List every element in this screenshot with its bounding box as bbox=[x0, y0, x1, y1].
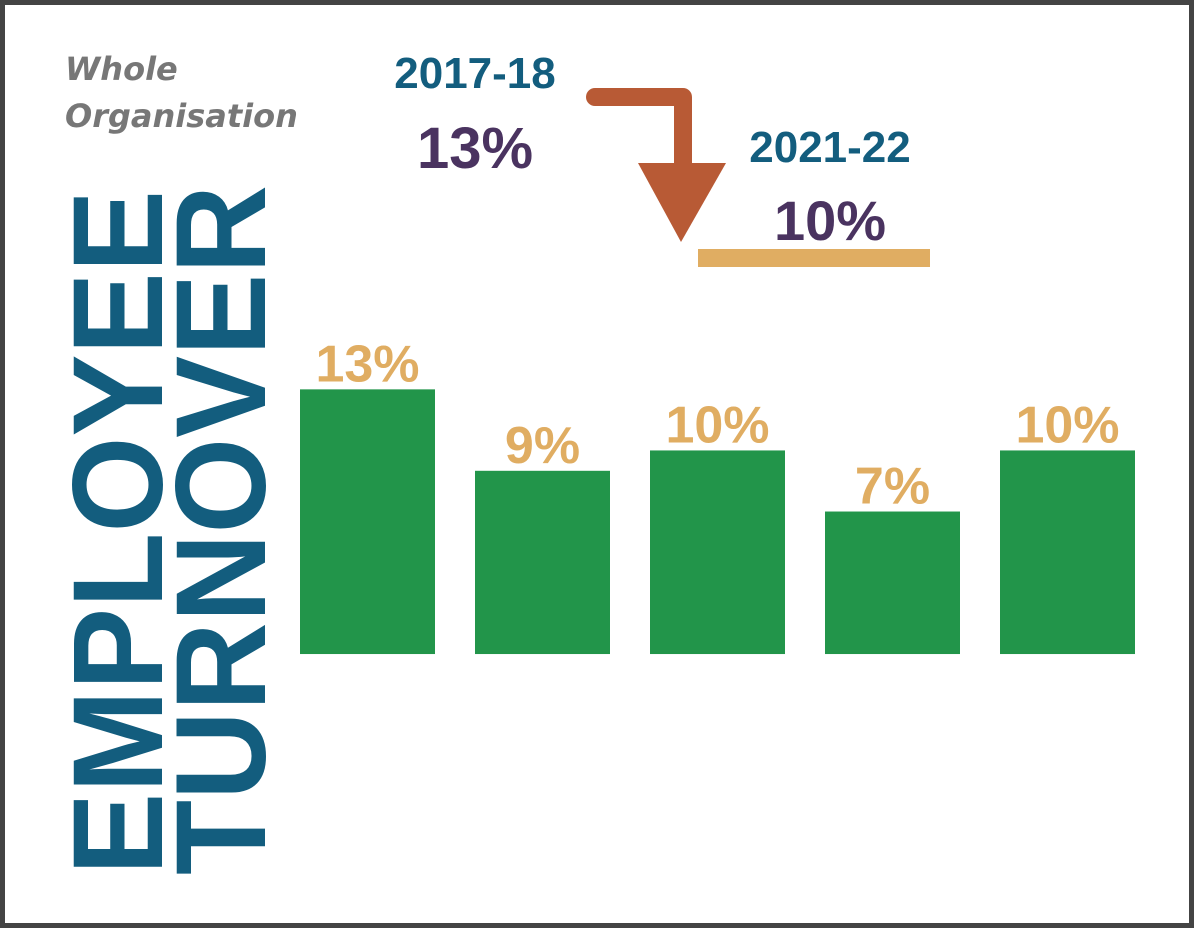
chart-title: TURNOVER bbox=[150, 185, 293, 875]
underline bbox=[698, 249, 930, 267]
value-label: 10% bbox=[1015, 396, 1119, 454]
bar bbox=[1000, 450, 1135, 655]
arrow bbox=[586, 88, 692, 179]
comparison-value: 10% bbox=[774, 189, 886, 252]
arrow-head bbox=[638, 163, 726, 242]
value-label: 9% bbox=[505, 417, 580, 475]
category-label: 2019-20 bbox=[695, 665, 744, 826]
comparison-period: 2021-22 bbox=[749, 123, 910, 172]
category-label: 2021-22 bbox=[1045, 665, 1094, 826]
value-label: 10% bbox=[665, 396, 769, 454]
subtitle: Whole bbox=[65, 50, 178, 88]
bar bbox=[475, 470, 610, 655]
category-label: 2018-19 bbox=[520, 665, 569, 826]
value-label: 7% bbox=[855, 458, 930, 516]
chart-title: EMPLOYEE bbox=[47, 190, 190, 875]
value-label: 13% bbox=[315, 335, 419, 393]
bar bbox=[650, 450, 785, 655]
comparison-value: 13% bbox=[417, 116, 533, 181]
bar bbox=[825, 511, 960, 655]
category-label: 2020-21 bbox=[870, 665, 919, 826]
comparison-period: 2017-18 bbox=[394, 49, 555, 98]
category-label: 2017-18 bbox=[345, 665, 394, 826]
subtitle: Organisation bbox=[65, 97, 298, 135]
bar bbox=[300, 389, 435, 655]
